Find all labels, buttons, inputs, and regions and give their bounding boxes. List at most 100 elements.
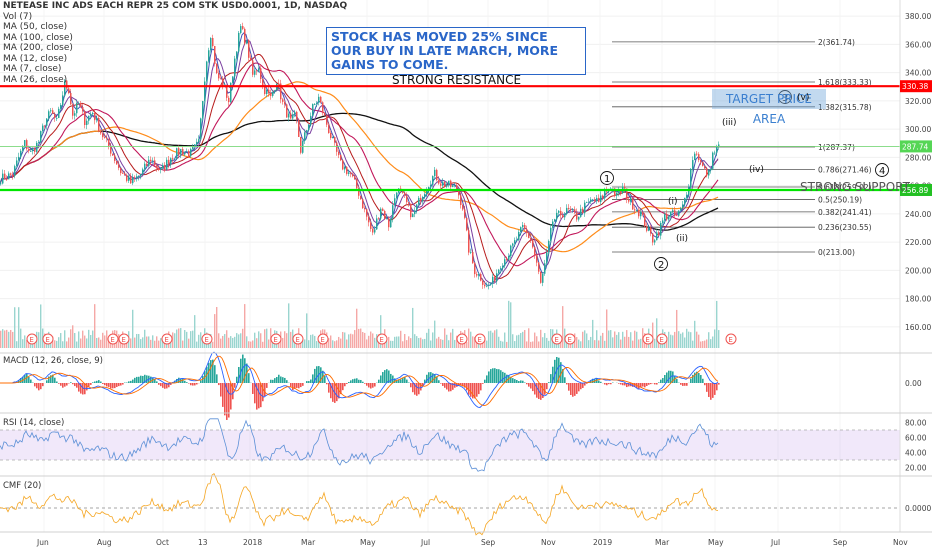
candle-body: [176, 148, 178, 159]
study-item[interactable]: MA (100, close): [3, 32, 73, 43]
candle-body: [580, 208, 582, 217]
candle-body: [254, 70, 256, 75]
volume-bar: [494, 330, 496, 348]
earnings-marker-label: E: [273, 336, 277, 344]
volume-bar: [76, 341, 78, 348]
volume-bar: [498, 336, 500, 348]
volume-bar: [328, 338, 330, 348]
macd-histogram-bar: [686, 383, 688, 386]
wave-i-label: (i): [668, 197, 678, 207]
candle-body: [426, 190, 428, 194]
volume-bar: [82, 330, 84, 348]
candle-body: [32, 148, 34, 152]
earnings-marker: [642, 333, 654, 345]
candle-body: [682, 204, 684, 209]
ma-26-line: [0, 53, 719, 280]
volume-bar: [352, 334, 354, 348]
macd-histogram-bar: [568, 383, 570, 391]
candle-body: [636, 210, 638, 211]
volume-bar: [214, 314, 216, 348]
candle-body: [242, 26, 244, 29]
ma-200-line: [0, 112, 719, 231]
macd-histogram-bar: [446, 383, 448, 390]
candle-body: [208, 50, 210, 62]
volume-bar: [588, 340, 590, 348]
macd-histogram-bar: [254, 383, 256, 404]
macd-histogram-bar: [658, 382, 660, 383]
study-item[interactable]: MA (26, close): [3, 74, 68, 85]
volume-bar: [636, 331, 638, 348]
candle-body: [252, 60, 254, 75]
volume-bar: [598, 340, 600, 348]
candle-body: [210, 37, 212, 51]
target-price-area: TARGET PRICE AREA: [712, 89, 826, 126]
fib-level-label: 0.618(259.02): [818, 183, 872, 192]
macd-signal-line: [0, 355, 719, 407]
macd-histogram-bar: [156, 381, 158, 383]
candle-body: [518, 231, 520, 240]
macd-histogram-bar: [606, 383, 608, 386]
earnings-marker: [551, 333, 563, 345]
candle-body: [358, 188, 360, 196]
price-tick-label: 200.00: [905, 266, 931, 275]
candle-body: [704, 165, 706, 169]
macd-histogram-bar: [20, 378, 22, 383]
candle-body: [370, 222, 372, 229]
macd-histogram-bar: [680, 383, 682, 385]
candle-body: [148, 159, 150, 166]
study-item[interactable]: MA (12, close): [3, 53, 68, 64]
study-item[interactable]: MA (7, close): [3, 64, 62, 74]
macd-histogram-bar: [162, 383, 164, 388]
macd-histogram-bar: [96, 380, 98, 383]
study-item[interactable]: MA (50, close): [3, 22, 68, 32]
volume-bar: [344, 332, 346, 348]
candle-body: [440, 183, 442, 186]
candle-body: [156, 165, 158, 169]
price-tick-label: 180.00: [905, 295, 931, 304]
macd-histogram-bar: [642, 383, 644, 387]
volume-bar: [236, 333, 238, 348]
volume-bar: [220, 338, 222, 348]
macd-histogram-bar: [706, 383, 708, 392]
volume-bar: [484, 339, 486, 348]
candle-body: [484, 284, 486, 287]
volume-bar: [106, 330, 108, 348]
time-axis-label: Nov: [541, 538, 556, 547]
study-item[interactable]: MA (200, close): [3, 43, 73, 53]
candle-body: [494, 276, 496, 282]
macd-histogram-bar: [476, 383, 478, 397]
candle-body: [152, 160, 154, 162]
macd-histogram-bar: [584, 383, 586, 386]
volume-bar: [606, 309, 608, 348]
volume-bar: [258, 331, 260, 348]
candle-body: [120, 167, 122, 174]
candle-body: [586, 202, 588, 203]
candle-body: [616, 192, 618, 196]
candle-body: [66, 80, 68, 89]
candle-body: [300, 136, 302, 153]
candle-body: [302, 140, 304, 153]
macd-histogram-bar: [428, 372, 430, 383]
volume-bar: [100, 339, 102, 348]
candle-body: [566, 207, 568, 214]
candle-body: [364, 208, 366, 210]
candle-body: [92, 112, 94, 115]
candle-body: [332, 137, 334, 139]
macd-histogram-bar: [150, 376, 152, 383]
candle-body: [406, 195, 408, 203]
earnings-marker: [376, 333, 388, 345]
study-item[interactable]: Vol (7): [3, 11, 33, 22]
price-tick-label: 300.00: [905, 125, 931, 134]
time-axis-label: Sep: [481, 538, 495, 547]
candle-body: [154, 160, 156, 166]
volume-bar: [132, 309, 134, 348]
candle-body: [662, 220, 664, 223]
macd-histogram-bar: [418, 383, 420, 395]
candle-body: [550, 227, 552, 242]
volume-bar: [698, 334, 700, 348]
candle-body: [562, 215, 564, 218]
macd-histogram-bar: [514, 379, 516, 383]
volume-bar: [312, 334, 314, 348]
volume-bar: [472, 336, 474, 348]
